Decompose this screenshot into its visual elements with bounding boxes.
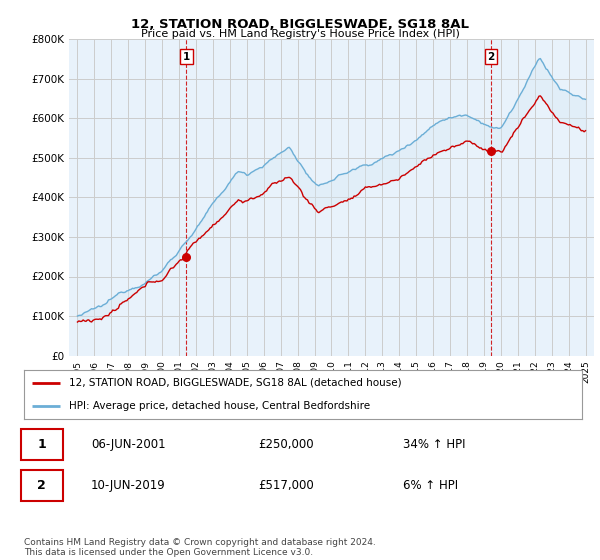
Text: 12, STATION ROAD, BIGGLESWADE, SG18 8AL: 12, STATION ROAD, BIGGLESWADE, SG18 8AL: [131, 18, 469, 31]
Text: 2: 2: [488, 52, 495, 62]
Text: 12, STATION ROAD, BIGGLESWADE, SG18 8AL (detached house): 12, STATION ROAD, BIGGLESWADE, SG18 8AL …: [68, 378, 401, 388]
Text: 10-JUN-2019: 10-JUN-2019: [91, 479, 166, 492]
Point: [487, 147, 496, 156]
Text: 1: 1: [37, 438, 46, 451]
Text: Price paid vs. HM Land Registry's House Price Index (HPI): Price paid vs. HM Land Registry's House …: [140, 29, 460, 39]
Text: £517,000: £517,000: [259, 479, 314, 492]
Text: 06-JUN-2001: 06-JUN-2001: [91, 438, 166, 451]
Text: £250,000: £250,000: [259, 438, 314, 451]
Text: Contains HM Land Registry data © Crown copyright and database right 2024.
This d: Contains HM Land Registry data © Crown c…: [24, 538, 376, 557]
Text: 34% ↑ HPI: 34% ↑ HPI: [403, 438, 466, 451]
Text: 1: 1: [183, 52, 190, 62]
Text: 6% ↑ HPI: 6% ↑ HPI: [403, 479, 458, 492]
Text: HPI: Average price, detached house, Central Bedfordshire: HPI: Average price, detached house, Cent…: [68, 400, 370, 410]
FancyBboxPatch shape: [21, 469, 63, 501]
Text: 2: 2: [37, 479, 46, 492]
FancyBboxPatch shape: [21, 429, 63, 460]
Point: [182, 252, 191, 261]
